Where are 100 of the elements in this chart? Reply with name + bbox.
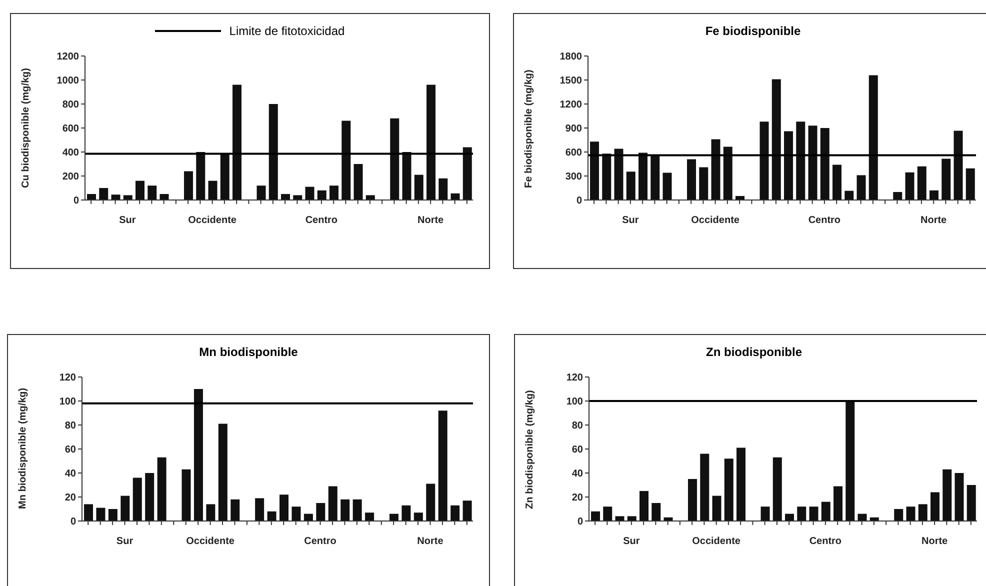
bar bbox=[366, 195, 375, 200]
bar bbox=[232, 84, 242, 200]
y-tick-label: 600 bbox=[565, 148, 582, 159]
bar bbox=[626, 172, 636, 200]
bar bbox=[711, 139, 720, 200]
bar bbox=[796, 122, 806, 200]
bar bbox=[160, 194, 169, 200]
x-tick-label: Norte bbox=[922, 536, 948, 548]
bar bbox=[182, 469, 191, 521]
bar bbox=[352, 499, 362, 521]
x-tick-label: Sur bbox=[119, 215, 136, 226]
bar bbox=[148, 186, 157, 200]
bar bbox=[785, 514, 794, 521]
bar bbox=[330, 186, 338, 200]
bar bbox=[954, 130, 963, 200]
bar bbox=[712, 496, 722, 521]
x-tick-label: Sur bbox=[116, 536, 134, 548]
y-axis-title: Zn biodisponible (mg/kg) bbox=[524, 390, 536, 509]
y-tick-label: 20 bbox=[64, 492, 76, 504]
bar bbox=[218, 424, 228, 521]
bar bbox=[834, 486, 842, 521]
x-tick-label: Centro bbox=[305, 215, 338, 226]
bar bbox=[772, 457, 782, 521]
bar bbox=[304, 514, 313, 521]
bar bbox=[145, 473, 154, 521]
bar bbox=[688, 479, 697, 521]
bar bbox=[808, 126, 818, 200]
bar bbox=[894, 509, 904, 521]
bar bbox=[930, 190, 938, 200]
x-tick-label: Centro bbox=[808, 215, 841, 226]
bar bbox=[821, 502, 830, 521]
bar bbox=[157, 457, 166, 521]
bar bbox=[132, 478, 142, 521]
bar bbox=[640, 491, 648, 521]
bar bbox=[700, 454, 710, 521]
bar bbox=[627, 516, 636, 521]
bar bbox=[662, 172, 672, 200]
bar bbox=[930, 492, 940, 521]
bar bbox=[340, 499, 350, 521]
bar bbox=[402, 505, 411, 521]
x-tick-label: Occidente bbox=[691, 215, 740, 226]
bar bbox=[184, 171, 193, 200]
bar bbox=[832, 164, 842, 200]
bar bbox=[844, 190, 854, 200]
bar bbox=[390, 118, 400, 200]
y-tick-label: 200 bbox=[62, 172, 80, 183]
y-tick-label: 0 bbox=[73, 196, 80, 207]
bar bbox=[966, 168, 975, 200]
bar bbox=[281, 194, 290, 200]
y-axis-title: Mn biodisponible (mg/kg) bbox=[18, 388, 29, 509]
bar bbox=[292, 506, 301, 521]
bar bbox=[699, 167, 708, 200]
x-tick-label: Centro bbox=[304, 536, 336, 548]
x-tick-label: Norte bbox=[417, 536, 444, 548]
bar bbox=[108, 509, 118, 521]
bar bbox=[820, 128, 830, 200]
bar bbox=[942, 158, 951, 200]
bar bbox=[293, 195, 302, 200]
bar bbox=[918, 504, 928, 521]
y-tick-label: 900 bbox=[565, 124, 582, 135]
bar bbox=[809, 506, 818, 521]
bar bbox=[438, 178, 448, 200]
bar bbox=[615, 516, 624, 521]
y-tick-label: 400 bbox=[62, 148, 80, 159]
bar bbox=[797, 506, 806, 521]
bar bbox=[602, 154, 612, 200]
bar bbox=[328, 486, 338, 521]
bar bbox=[316, 503, 326, 521]
y-tick-label: 60 bbox=[572, 444, 584, 456]
x-tick-label: Norte bbox=[920, 215, 948, 226]
bar bbox=[280, 494, 288, 521]
bar bbox=[450, 505, 460, 521]
ref-line-label: Limite de fitotoxicidad bbox=[228, 24, 345, 38]
y-tick-label: 80 bbox=[64, 420, 76, 432]
bar bbox=[966, 485, 976, 521]
chart-title: Zn biodisponible bbox=[706, 345, 802, 359]
bar bbox=[856, 175, 866, 200]
bar bbox=[784, 131, 793, 200]
bar bbox=[402, 152, 412, 200]
bar bbox=[591, 511, 600, 521]
bar bbox=[954, 473, 964, 521]
bar bbox=[760, 506, 770, 521]
bar bbox=[267, 511, 276, 521]
bar bbox=[724, 458, 734, 521]
bar bbox=[906, 506, 916, 521]
bar bbox=[208, 180, 218, 200]
y-tick-label: 300 bbox=[565, 172, 582, 183]
y-tick-label: 800 bbox=[62, 100, 80, 111]
chart-title: Fe biodisponible bbox=[705, 24, 801, 38]
bar bbox=[450, 193, 460, 200]
bar bbox=[305, 186, 314, 200]
bar bbox=[858, 514, 867, 521]
bar bbox=[650, 155, 660, 200]
bar bbox=[120, 496, 130, 521]
y-tick-label: 1800 bbox=[560, 52, 582, 63]
bar bbox=[414, 512, 423, 521]
y-tick-label: 120 bbox=[59, 372, 76, 384]
bar bbox=[438, 410, 448, 521]
bar bbox=[111, 194, 120, 200]
bar bbox=[194, 389, 203, 521]
